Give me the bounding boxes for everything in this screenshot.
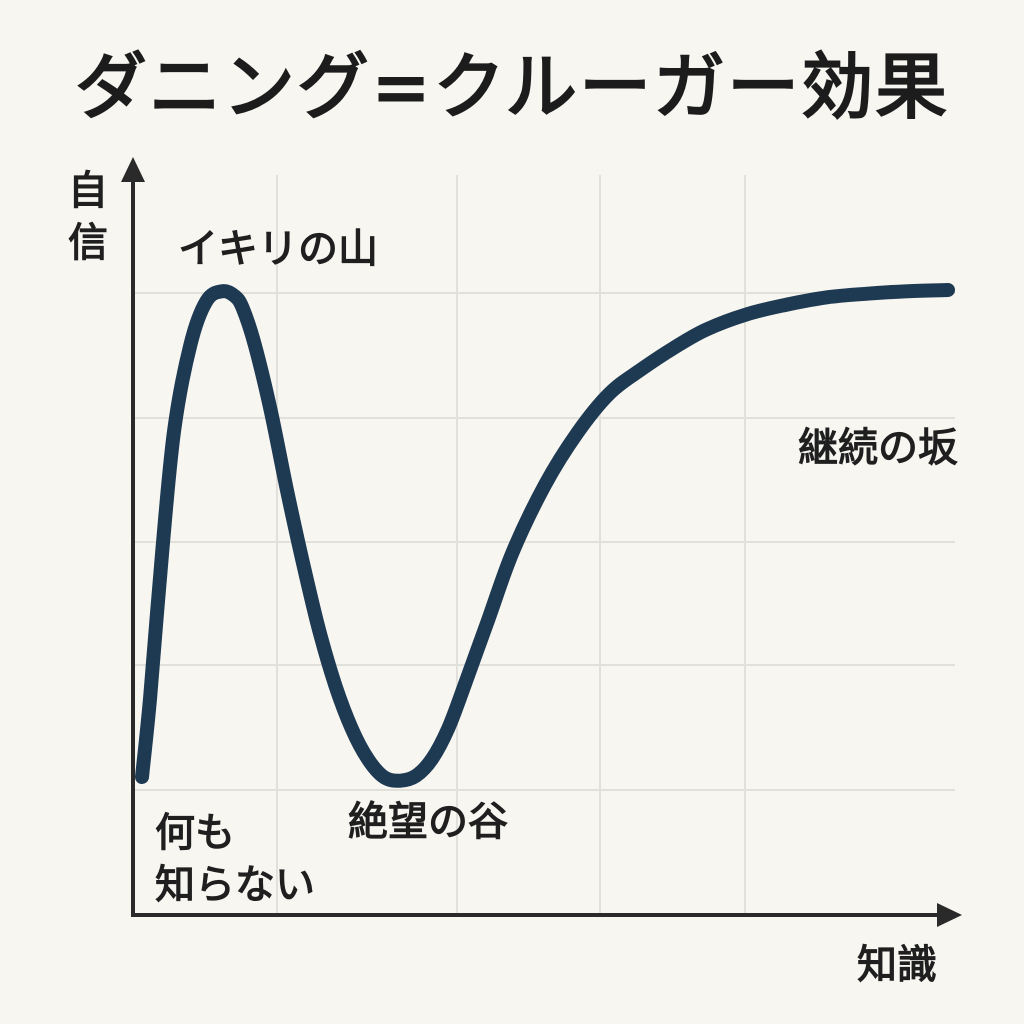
annotation-start-line-1: 何も — [155, 810, 235, 856]
y-axis-arrow — [121, 157, 145, 182]
annotation-start-line-2: 知らない — [155, 862, 315, 908]
grid — [135, 175, 955, 913]
annotation-slope: 継続の坂 — [798, 425, 958, 471]
x-axis-arrow — [937, 903, 962, 927]
annotation-valley: 絶望の谷 — [348, 799, 508, 845]
chart-title: ダニング=クルーガー効果 — [74, 45, 950, 129]
x-axis-label: 知識 — [857, 942, 937, 988]
series-line — [135, 283, 955, 788]
annotation-peak: イキリの山 — [178, 226, 378, 272]
y-axis-label-line-2: 信 — [68, 220, 108, 266]
y-axis-label-line-1: 自 — [68, 168, 108, 214]
